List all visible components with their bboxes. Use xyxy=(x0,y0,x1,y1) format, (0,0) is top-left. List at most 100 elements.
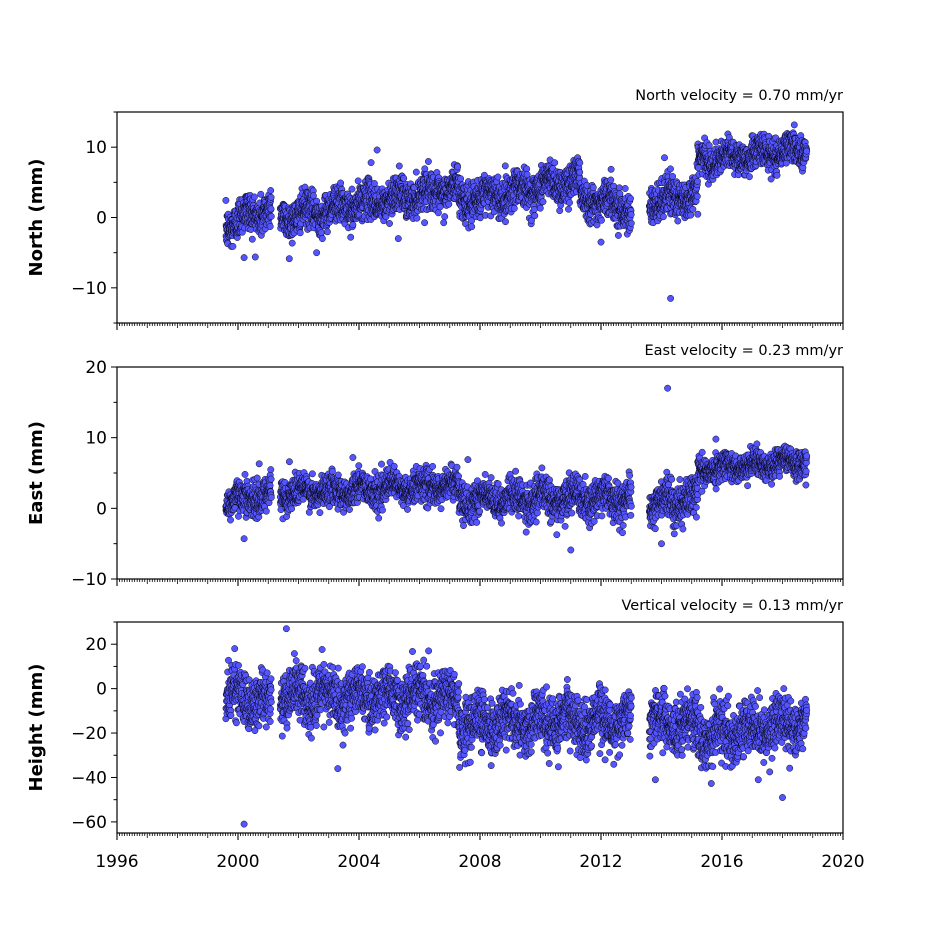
east-point xyxy=(346,506,353,513)
north-point xyxy=(530,206,538,213)
north-point xyxy=(370,180,378,187)
north-point xyxy=(523,171,531,179)
north-point xyxy=(309,192,317,200)
north-point xyxy=(523,165,531,173)
north-point xyxy=(615,184,623,192)
north-point xyxy=(267,205,275,213)
north-point xyxy=(616,190,624,198)
north-ylabel: North (mm) xyxy=(26,159,47,277)
north-point xyxy=(251,253,259,261)
north-point xyxy=(627,219,635,227)
north-point xyxy=(607,165,615,173)
north-ytick-label: 10 xyxy=(85,138,107,158)
north-point xyxy=(694,164,702,172)
east-point xyxy=(288,505,296,513)
north-outlier-point xyxy=(367,159,375,167)
north-point xyxy=(267,212,275,220)
north-velocity-title: North velocity = 0.70 mm/yr xyxy=(635,88,843,104)
north-point xyxy=(337,179,345,187)
north-point xyxy=(510,204,518,212)
north-point xyxy=(607,176,615,184)
north-point xyxy=(440,219,448,227)
north-point xyxy=(539,198,547,206)
north-point xyxy=(222,196,230,204)
north-point xyxy=(445,200,453,208)
north-points xyxy=(222,121,811,302)
north-point xyxy=(536,204,544,212)
north-point xyxy=(790,121,798,129)
north-point xyxy=(621,185,629,192)
east-point xyxy=(308,470,316,478)
east-point xyxy=(227,516,234,524)
north-point xyxy=(348,185,356,193)
north-point xyxy=(501,162,509,170)
north-point xyxy=(229,242,237,250)
north-point xyxy=(694,210,702,218)
east-point xyxy=(267,475,275,483)
east-point xyxy=(266,482,274,489)
north-outlier-point xyxy=(373,146,381,154)
north-point xyxy=(454,163,462,171)
north-point xyxy=(434,209,442,217)
north-point xyxy=(551,159,559,167)
north-point xyxy=(296,229,304,237)
north-ytick-label: −10 xyxy=(71,279,107,299)
east-point xyxy=(378,460,385,468)
north-point xyxy=(248,235,256,243)
north-point xyxy=(576,168,584,176)
north-point xyxy=(250,193,258,201)
north-point xyxy=(576,159,584,167)
north-point xyxy=(689,205,697,213)
north-point xyxy=(566,199,573,207)
north-point xyxy=(288,239,296,247)
north-point xyxy=(468,223,476,231)
north-point xyxy=(457,175,465,183)
north-point xyxy=(347,233,355,241)
north-point xyxy=(412,168,420,176)
north-point xyxy=(669,172,677,180)
north-point xyxy=(531,212,539,220)
north-point xyxy=(267,193,275,201)
north-outlier-point xyxy=(240,254,248,262)
north-point xyxy=(494,173,502,181)
north-point xyxy=(400,174,408,182)
north-point xyxy=(317,229,325,237)
north-point xyxy=(266,223,274,230)
north-point xyxy=(773,171,781,179)
north-point xyxy=(565,205,572,213)
north-outlier-point xyxy=(597,238,605,246)
north-point xyxy=(424,158,432,165)
north-point xyxy=(627,211,635,218)
north-outlier-point xyxy=(661,154,668,162)
north-point xyxy=(687,211,695,219)
north-point xyxy=(598,216,605,224)
east-point xyxy=(267,494,275,501)
east-point xyxy=(253,474,261,482)
north-point xyxy=(386,220,393,227)
north-point xyxy=(285,255,293,263)
north-point xyxy=(267,187,275,194)
north-point xyxy=(674,217,682,225)
east-point xyxy=(379,506,386,514)
east-point xyxy=(235,512,242,520)
north-point xyxy=(614,231,622,239)
north-point xyxy=(502,218,509,226)
north-point xyxy=(667,165,674,173)
north-point xyxy=(436,203,444,211)
east-point xyxy=(355,462,363,470)
north-point xyxy=(395,162,403,170)
north-point xyxy=(705,142,713,149)
east-points xyxy=(222,384,811,554)
north-point xyxy=(421,219,429,227)
north-outlier-point xyxy=(394,235,402,243)
north-point xyxy=(257,190,265,198)
north-point xyxy=(745,173,753,181)
north-point xyxy=(693,192,701,200)
east-point xyxy=(375,514,383,522)
north-point xyxy=(627,195,634,202)
north-point xyxy=(441,213,449,221)
east-point xyxy=(334,471,342,479)
